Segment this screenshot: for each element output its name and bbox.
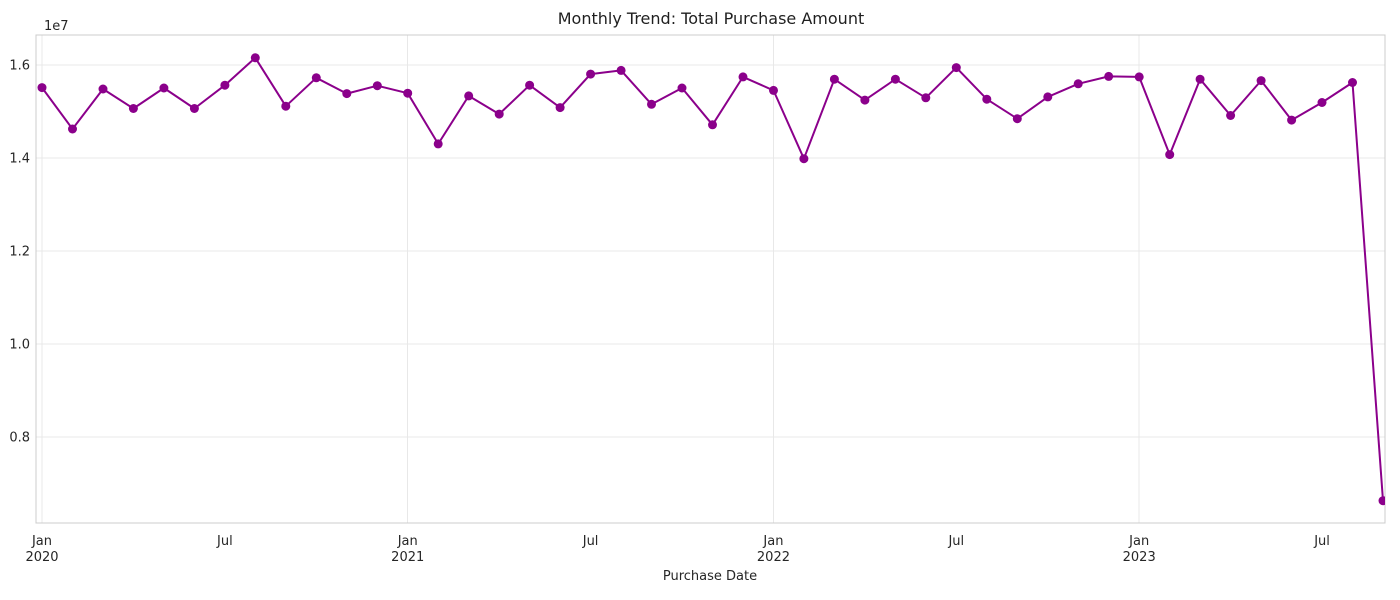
data-point	[890, 74, 900, 84]
y-tick-label: 1.2	[9, 244, 30, 259]
x-axis-title: Purchase Date	[663, 569, 757, 584]
x-tick-year-label: 2023	[1123, 550, 1156, 565]
data-point	[1104, 71, 1114, 81]
series-layer	[37, 53, 1385, 506]
data-point	[677, 83, 687, 93]
data-point	[555, 103, 565, 113]
data-point	[1226, 111, 1236, 120]
data-point	[647, 99, 656, 109]
data-point	[708, 120, 717, 130]
data-point	[1043, 92, 1053, 102]
data-point	[189, 104, 199, 113]
data-point	[403, 88, 413, 98]
data-point	[586, 69, 596, 79]
data-point	[1348, 78, 1357, 87]
x-tick-month-label: Jan	[397, 534, 418, 549]
y-tick-label: 1.0	[9, 337, 30, 352]
data-point	[1012, 114, 1022, 124]
grid-layer	[35, 34, 1386, 524]
data-point	[860, 95, 870, 105]
data-point	[1287, 115, 1297, 125]
data-point	[1073, 79, 1083, 89]
data-point	[1317, 98, 1327, 107]
data-point	[1165, 150, 1175, 160]
data-point	[159, 83, 169, 93]
data-point	[372, 81, 382, 91]
data-point	[494, 109, 504, 119]
chart-title: Monthly Trend: Total Purchase Amount	[558, 9, 864, 28]
data-point	[738, 72, 748, 82]
x-tick-year-label: 2021	[391, 550, 424, 565]
data-point	[68, 124, 77, 134]
x-tick-month-label: Jul	[582, 534, 599, 549]
data-point	[616, 65, 626, 75]
y-axis-offset-label: 1e7	[44, 19, 69, 34]
data-point	[525, 80, 535, 90]
x-tick-month-label: Jan	[31, 534, 52, 549]
y-tick-label: 0.8	[9, 430, 30, 445]
x-tick-month-label: Jan	[762, 534, 783, 549]
data-point	[250, 53, 260, 63]
data-point	[951, 63, 961, 73]
x-tick-month-label: Jul	[947, 534, 964, 549]
x-tick-month-label: Jul	[1313, 534, 1330, 549]
x-tick-year-label: 2022	[757, 550, 790, 565]
data-point	[829, 74, 839, 84]
data-point	[281, 101, 291, 111]
x-tick-month-label: Jan	[1128, 534, 1149, 549]
data-point	[1134, 72, 1144, 82]
data-point	[1256, 76, 1266, 86]
data-point	[128, 104, 138, 113]
data-point	[37, 83, 47, 93]
y-tick-label: 1.4	[9, 151, 30, 166]
data-point	[433, 139, 443, 149]
data-point	[921, 93, 931, 103]
data-point	[1195, 74, 1205, 84]
data-point	[1378, 496, 1385, 506]
data-point	[98, 84, 108, 94]
data-point	[799, 154, 809, 164]
data-point	[220, 80, 230, 90]
x-tick-year-label: 2020	[25, 550, 58, 565]
plot-border	[35, 34, 1386, 524]
x-tick-month-label: Jul	[216, 534, 233, 549]
data-point	[982, 94, 992, 104]
y-tick-label: 1.6	[9, 58, 30, 73]
data-point	[311, 73, 321, 83]
data-point	[342, 89, 352, 99]
data-point	[464, 91, 474, 101]
data-point	[769, 85, 778, 95]
